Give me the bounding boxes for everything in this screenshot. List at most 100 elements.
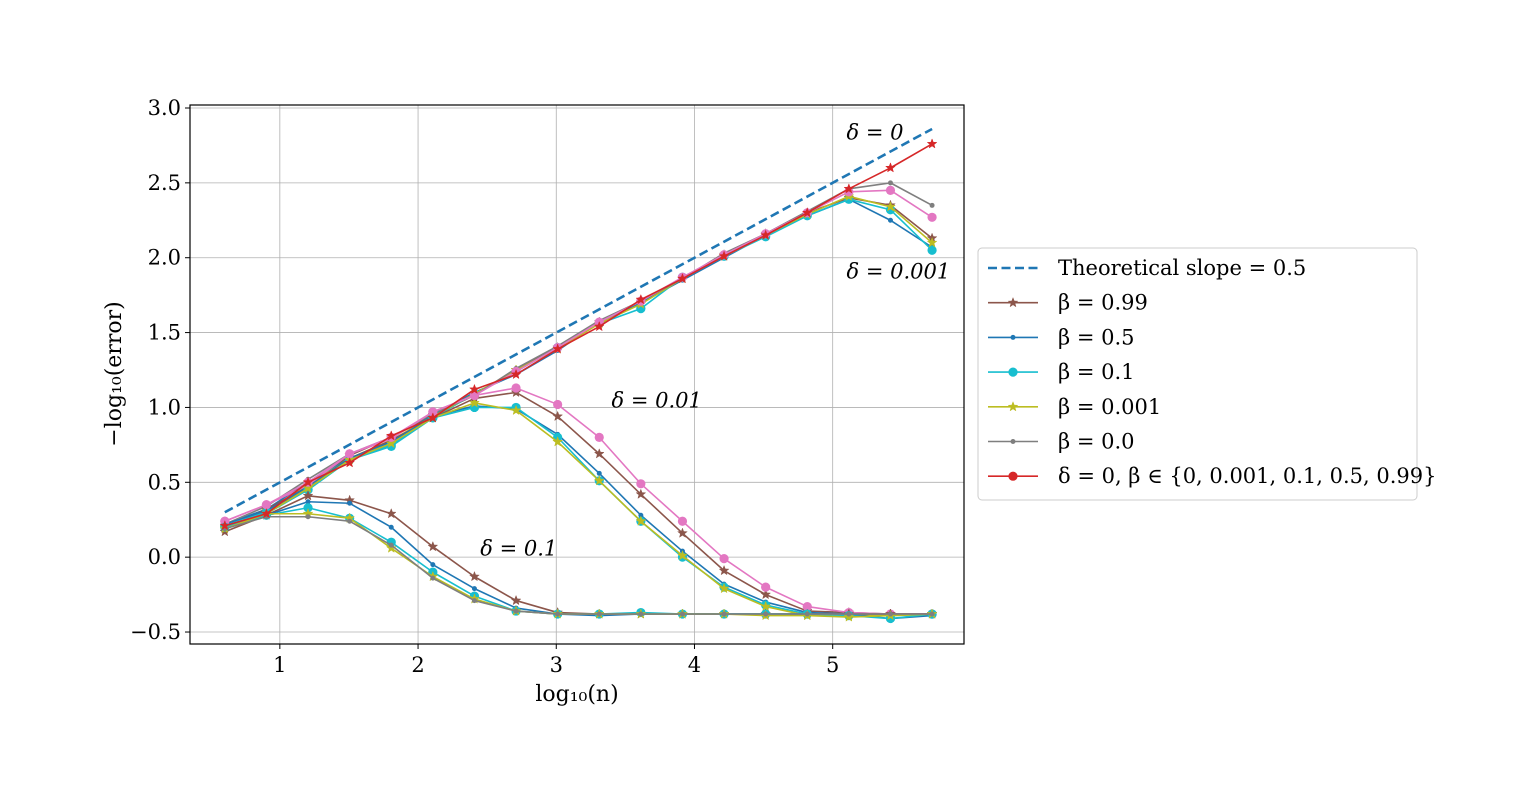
data-point: [427, 412, 439, 423]
data-point: [388, 542, 394, 548]
series-line: [224, 515, 933, 615]
y-tick-label: 2.5: [148, 171, 181, 195]
data-point: [471, 598, 477, 604]
data-point: [761, 582, 771, 592]
data-point: [763, 611, 769, 617]
annotation-label: δ = 0.01: [612, 388, 702, 412]
legend-label: β = 0.5: [1058, 325, 1134, 349]
data-point: [594, 432, 604, 442]
legend-entry: β = 0.0: [988, 430, 1134, 454]
data-point: [926, 138, 938, 149]
data-point: [430, 562, 436, 568]
data-point: [347, 500, 353, 506]
data-point: [636, 479, 646, 489]
data-point: [887, 611, 893, 617]
data-point: [721, 611, 727, 617]
grid-lines: [190, 105, 964, 644]
data-point: [635, 488, 647, 499]
data-point: [261, 508, 272, 519]
annotation-label: δ = 0.001: [847, 260, 951, 284]
data-point: [388, 524, 394, 530]
x-tick-label: 1: [273, 653, 286, 677]
y-tick-label: 1.5: [148, 321, 181, 345]
axis-ticks: 1 2 3 4 5 −0.5 0.0 0.5 1.0 1.5 2.0 2.5 3.0: [130, 96, 839, 677]
x-tick-label: 2: [411, 653, 424, 677]
data-point: [510, 404, 522, 416]
plot-area: [190, 105, 964, 644]
legend-label: δ = 0, β ∈ {0, 0.001, 0.1, 0.5, 0.99}: [1058, 464, 1437, 488]
data-point: [303, 503, 313, 513]
legend-swatch-marker: [1008, 471, 1018, 481]
data-point: [843, 183, 855, 194]
data-point: [596, 470, 602, 476]
data-point: [471, 586, 477, 592]
data-point: [261, 500, 272, 510]
annotations: δ = 0 δ = 0.001 δ = 0.01 δ = 0.1: [480, 120, 950, 560]
data-point: [719, 554, 729, 564]
data-point: [760, 588, 772, 600]
data-point: [552, 436, 564, 447]
data-point: [635, 515, 647, 526]
data-point: [846, 611, 852, 617]
data-point: [469, 397, 480, 408]
data-point: [929, 611, 935, 617]
data-point: [510, 594, 522, 606]
theoretical-slope-line: [224, 127, 933, 514]
legend-entry: Theoretical slope = 0.5: [988, 256, 1306, 280]
y-tick-label: 2.0: [148, 246, 181, 270]
y-tick-label: 1.0: [148, 395, 181, 419]
data-point: [596, 611, 602, 617]
x-axis-label: log₁₀(n): [535, 682, 618, 707]
legend-swatch-marker: [1010, 439, 1016, 444]
x-tick-label: 5: [826, 653, 839, 677]
data-point: [677, 272, 688, 284]
legend: Theoretical slope = 0.5 β = 0.99 β = 0.5 β …: [977, 247, 1437, 501]
data-point: [635, 293, 647, 305]
series-line: [224, 143, 933, 527]
data-point: [385, 437, 397, 448]
data-point: [552, 343, 564, 354]
legend-label: β = 0.99: [1058, 291, 1148, 315]
legend-swatch-marker: [1007, 401, 1019, 412]
data-point: [760, 229, 772, 240]
legend-entry: β = 0.001: [988, 395, 1161, 419]
data-point: [927, 245, 937, 255]
series-15: [222, 514, 935, 617]
data-point: [302, 490, 314, 501]
legend-swatch-marker: [1008, 367, 1018, 377]
data-point: [305, 514, 311, 520]
data-point: [885, 201, 896, 212]
data-point: [887, 217, 893, 223]
legend-entry: β = 0.5: [988, 325, 1134, 349]
data-point: [718, 250, 730, 261]
y-tick-label: 3.0: [148, 96, 181, 120]
legend-entry: β = 0.99: [988, 291, 1148, 315]
data-point: [638, 512, 644, 518]
data-point: [593, 320, 605, 332]
y-tick-label: −0.5: [130, 620, 181, 644]
legend-swatch-marker: [1010, 334, 1016, 340]
data-point: [385, 430, 397, 441]
data-point: [718, 582, 730, 594]
legend-label: Theoretical slope = 0.5: [1058, 256, 1306, 280]
data-point: [428, 407, 438, 417]
data-point: [885, 162, 896, 173]
legend-entry: δ = 0, β ∈ {0, 0.001, 0.1, 0.5, 0.99}: [988, 464, 1437, 488]
data-point: [385, 508, 397, 519]
data-point: [430, 575, 436, 581]
data-point: [927, 212, 937, 222]
annotation-label: δ = 0: [847, 120, 904, 144]
series-layer: [219, 127, 938, 624]
data-point: [385, 542, 397, 553]
series-16: [219, 138, 938, 531]
data-point: [593, 475, 605, 486]
x-tick-label: 4: [688, 653, 701, 677]
data-point: [677, 516, 688, 526]
data-point: [929, 202, 935, 208]
legend-label: β = 0.001: [1058, 395, 1161, 419]
data-point: [804, 611, 810, 617]
y-tick-label: 0.5: [148, 470, 181, 494]
data-point: [345, 449, 355, 459]
data-point: [469, 383, 480, 395]
plot-frame: [189, 104, 965, 645]
